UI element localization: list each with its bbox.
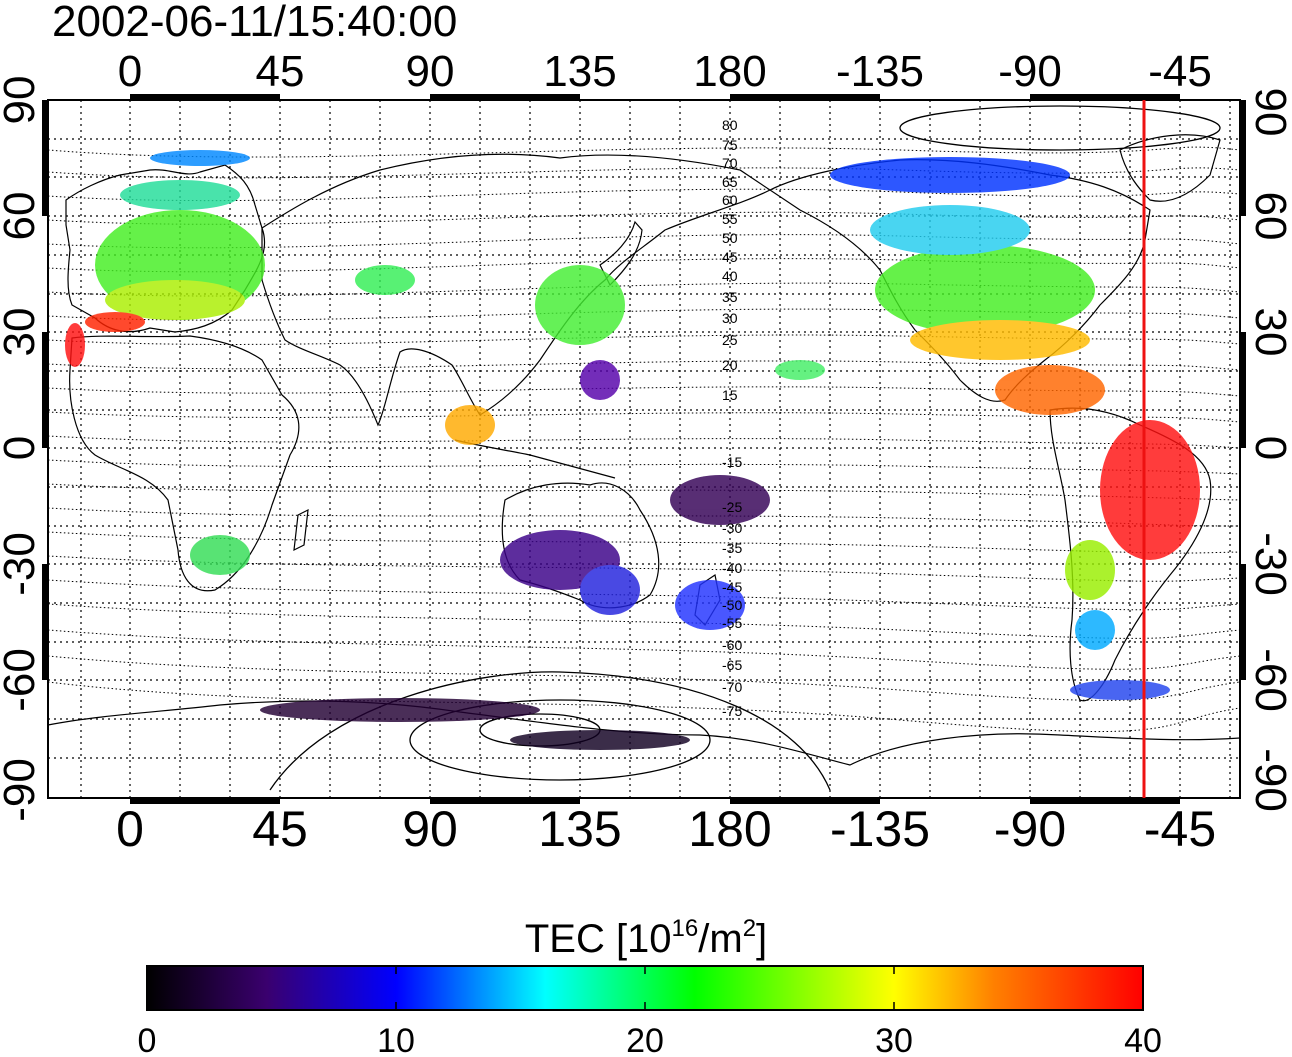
- coastline-madagascar: [293, 508, 309, 552]
- frame-edge-marks: [42, 94, 1246, 804]
- colorbar-title: TEC [1016/m2]: [0, 906, 1292, 962]
- contour-label: 25: [722, 332, 738, 348]
- contour-label: -65: [722, 657, 742, 673]
- lon-tick-top: 0: [118, 47, 142, 96]
- coastline-indonesia: [454, 439, 616, 479]
- lat-tick-left: -60: [0, 648, 44, 712]
- contour-label: -15: [722, 454, 742, 470]
- contour-label: -40: [722, 560, 742, 576]
- lat-tick-left: 0: [0, 436, 44, 460]
- colorbar-title-exponent: 16: [671, 915, 699, 942]
- contour-label: 70: [722, 155, 738, 171]
- contour-label: -75: [722, 703, 742, 719]
- map-frame: [47, 99, 1241, 799]
- contour-label: 75: [722, 137, 738, 153]
- lat-tick-right: -60: [1246, 648, 1292, 712]
- contour-label: 50: [722, 230, 738, 246]
- lat-ticks-left: 90 60 30 0 -30 -60 -90: [0, 76, 44, 822]
- lon-tick-bottom: 135: [538, 801, 621, 857]
- lon-tick-top: 90: [406, 47, 455, 96]
- lat-tick-left: 30: [0, 308, 44, 357]
- contour-label: 80: [722, 117, 738, 133]
- contour-label: 45: [722, 249, 738, 265]
- grid-lines: [48, 100, 1240, 798]
- contour-label: 65: [722, 174, 738, 190]
- lon-tick-top: 135: [543, 47, 616, 96]
- contour-label: -30: [722, 520, 742, 536]
- contour-label: 30: [722, 310, 738, 326]
- colorbar-tick-label: 40: [1124, 1022, 1162, 1057]
- lon-tick-bottom: -90: [994, 801, 1066, 857]
- lat-tick-left: -90: [0, 758, 44, 822]
- contour-label: 35: [722, 289, 738, 305]
- lat-tick-right: -90: [1246, 748, 1292, 812]
- contour-label: -55: [722, 615, 742, 631]
- coastline-antarctica: [48, 700, 1240, 766]
- contour-label: -45: [722, 579, 742, 595]
- lat-tick-right: 30: [1246, 308, 1292, 357]
- colorbar-title-suffix: ]: [756, 917, 768, 961]
- lat-tick-left: 60: [0, 192, 44, 241]
- lon-ticks-top: 0 45 90 135 180 -135 -90 -45: [118, 47, 1212, 96]
- colorbar-tick-label: 10: [377, 1022, 415, 1057]
- lat-tick-right: -30: [1246, 532, 1292, 596]
- lon-tick-bottom: 90: [402, 801, 458, 857]
- contour-labels: 80 75 70 65 60 55 50 45 40 35 30 25 20 1…: [722, 117, 742, 719]
- contour-label: -50: [722, 597, 742, 613]
- contour-label: -60: [722, 637, 742, 653]
- colorbar-ticks: [395, 966, 895, 1010]
- lon-tick-top: -45: [1148, 47, 1212, 96]
- lat-tick-right: 90: [1246, 88, 1292, 137]
- lat-tick-left: -30: [0, 532, 44, 596]
- contour-label: 60: [722, 192, 738, 208]
- colorbar-title-unit: /m: [698, 917, 743, 961]
- polar-contours: [269, 105, 1221, 791]
- lat-tick-left: 90: [0, 76, 44, 125]
- lon-tick-bottom: 0: [116, 801, 144, 857]
- contour-label: 40: [722, 268, 738, 284]
- contour-label: 15: [722, 387, 738, 403]
- colorbar-tick-label: 20: [626, 1022, 664, 1057]
- contour-label: -35: [722, 540, 742, 556]
- contour-label: -70: [722, 679, 742, 695]
- colorbar-tick-labels: 0 10 20 30 40: [138, 1022, 1162, 1057]
- lon-tick-bottom: -135: [830, 801, 930, 857]
- timestamp: 2002-06-11/15:40:00: [52, 0, 458, 46]
- colorbar-title-prefix: TEC [10: [524, 917, 672, 961]
- coastline-japan: [599, 220, 643, 287]
- contour-label: -25: [722, 499, 742, 515]
- lat-ticks-right: 90 60 30 0 -30 -60 -90: [1246, 88, 1292, 812]
- lon-tick-top: -135: [836, 47, 924, 96]
- lon-tick-top: 180: [693, 47, 766, 96]
- coastline-greenland: [1119, 134, 1221, 202]
- contour-label: 20: [722, 357, 738, 373]
- contour-label: 55: [722, 211, 738, 227]
- lon-tick-bottom: 45: [252, 801, 308, 857]
- lon-tick-bottom: -45: [1144, 801, 1216, 857]
- colorbar-tick-label: 30: [875, 1022, 913, 1057]
- lon-tick-top: 45: [256, 47, 305, 96]
- lon-tick-top: -90: [998, 47, 1062, 96]
- lon-ticks-bottom: 0 45 90 135 180 -135 -90 -45: [116, 801, 1216, 857]
- lon-tick-bottom: 180: [688, 801, 771, 857]
- colorbar-tick-label: 0: [138, 1022, 157, 1057]
- lat-tick-right: 60: [1246, 192, 1292, 241]
- colorbar-title-unit-exponent: 2: [742, 915, 757, 942]
- tec-data-overlay: [65, 150, 1200, 750]
- lat-tick-right: 0: [1246, 436, 1292, 460]
